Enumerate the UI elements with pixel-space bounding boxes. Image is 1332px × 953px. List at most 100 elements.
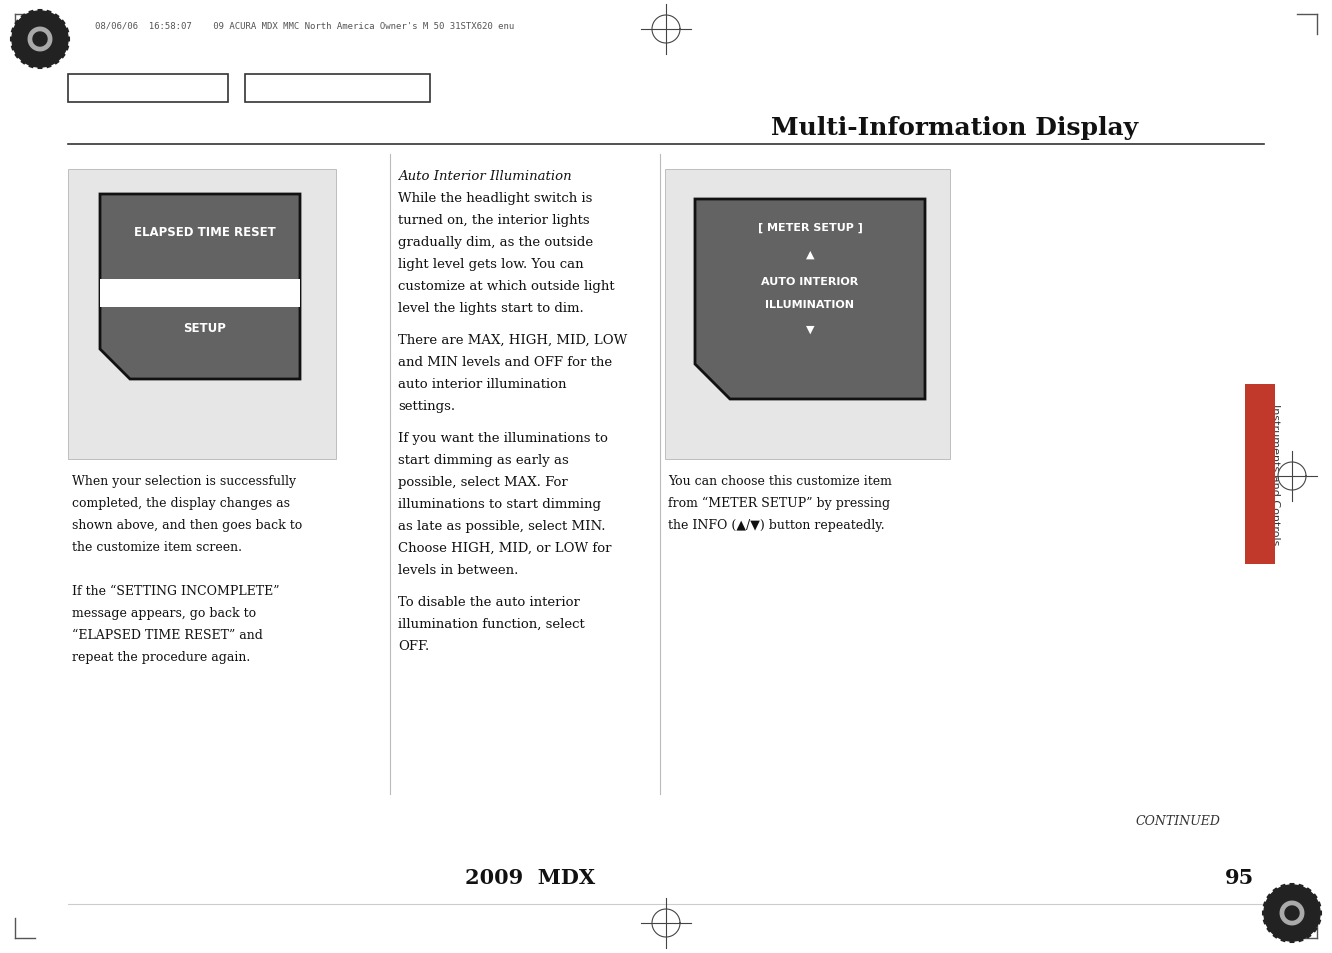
Polygon shape — [1296, 884, 1303, 895]
Text: AUTO INTERIOR: AUTO INTERIOR — [762, 276, 859, 287]
Polygon shape — [55, 21, 65, 30]
Text: illuminations to start dimming: illuminations to start dimming — [398, 497, 601, 511]
Polygon shape — [15, 21, 25, 30]
Text: ILLUMINATION: ILLUMINATION — [766, 299, 855, 310]
Text: repeat the procedure again.: repeat the procedure again. — [72, 650, 250, 663]
Text: Multi-Information Display: Multi-Information Display — [771, 116, 1139, 140]
Polygon shape — [11, 37, 20, 42]
Text: ELAPSED TIME RESET: ELAPSED TIME RESET — [135, 226, 276, 239]
Bar — [1245, 385, 1275, 564]
Polygon shape — [12, 44, 23, 51]
Polygon shape — [12, 12, 68, 68]
Polygon shape — [55, 50, 65, 59]
Text: levels in between.: levels in between. — [398, 563, 518, 577]
Polygon shape — [1309, 917, 1320, 923]
Text: as late as possible, select MIN.: as late as possible, select MIN. — [398, 519, 606, 533]
Text: [ METER SETUP ]: [ METER SETUP ] — [758, 223, 862, 233]
Text: 08/06/06  16:58:07    09 ACURA MDX MMC North America Owner's M 50 31STX620 enu: 08/06/06 16:58:07 09 ACURA MDX MMC North… — [95, 22, 514, 30]
Polygon shape — [1280, 902, 1304, 924]
Text: While the headlight switch is: While the headlight switch is — [398, 192, 593, 205]
Polygon shape — [60, 37, 69, 42]
Polygon shape — [1264, 917, 1275, 923]
Bar — [100, 280, 300, 308]
Polygon shape — [57, 30, 68, 36]
Text: To disable the auto interior: To disable the auto interior — [398, 596, 579, 608]
Text: If you want the illuminations to: If you want the illuminations to — [398, 432, 607, 444]
Text: ▼: ▼ — [806, 325, 814, 335]
Text: “ELAPSED TIME RESET” and: “ELAPSED TIME RESET” and — [72, 628, 262, 641]
Polygon shape — [1264, 902, 1275, 909]
Polygon shape — [1289, 932, 1295, 943]
Polygon shape — [57, 44, 68, 51]
Text: CONTINUED: CONTINUED — [1135, 814, 1220, 827]
Polygon shape — [695, 200, 924, 399]
Text: level the lights start to dim.: level the lights start to dim. — [398, 302, 583, 314]
Polygon shape — [44, 58, 51, 69]
Text: light level gets low. You can: light level gets low. You can — [398, 257, 583, 271]
Polygon shape — [1273, 888, 1283, 899]
Polygon shape — [1307, 894, 1317, 903]
Polygon shape — [1281, 884, 1288, 895]
Text: shown above, and then goes back to: shown above, and then goes back to — [72, 518, 302, 532]
Text: SETUP: SETUP — [184, 321, 226, 335]
Polygon shape — [1285, 906, 1299, 920]
Text: gradually dim, as the outside: gradually dim, as the outside — [398, 235, 593, 249]
Text: You can choose this customize item: You can choose this customize item — [669, 475, 892, 488]
Bar — [245, 75, 430, 103]
Text: illumination function, select: illumination function, select — [398, 618, 585, 630]
Polygon shape — [49, 15, 59, 26]
Bar — [665, 170, 950, 459]
Polygon shape — [1267, 894, 1277, 903]
Polygon shape — [1267, 923, 1277, 932]
Text: When your selection is successfully: When your selection is successfully — [72, 475, 296, 488]
Text: 2009  MDX: 2009 MDX — [465, 867, 595, 887]
Text: from “METER SETUP” by pressing: from “METER SETUP” by pressing — [669, 497, 890, 510]
Text: start dimming as early as: start dimming as early as — [398, 454, 569, 467]
Polygon shape — [37, 10, 43, 21]
Polygon shape — [12, 30, 23, 36]
Text: ▲: ▲ — [806, 250, 814, 260]
Text: Instruments and Controls: Instruments and Controls — [1269, 404, 1280, 545]
Polygon shape — [1289, 883, 1295, 894]
Text: settings.: settings. — [398, 399, 456, 413]
Polygon shape — [15, 50, 25, 59]
Polygon shape — [21, 54, 31, 65]
Polygon shape — [1273, 927, 1283, 938]
Polygon shape — [28, 29, 52, 51]
Polygon shape — [37, 59, 43, 70]
Text: message appears, go back to: message appears, go back to — [72, 606, 256, 619]
Polygon shape — [49, 54, 59, 65]
Polygon shape — [1263, 911, 1272, 916]
Polygon shape — [100, 194, 300, 379]
Text: If the “SETTING INCOMPLETE”: If the “SETTING INCOMPLETE” — [72, 584, 280, 598]
Polygon shape — [1296, 931, 1303, 942]
Text: 95: 95 — [1225, 867, 1255, 887]
Polygon shape — [1309, 902, 1320, 909]
Text: completed, the display changes as: completed, the display changes as — [72, 497, 290, 510]
Bar — [68, 75, 228, 103]
Polygon shape — [29, 58, 36, 69]
Polygon shape — [1307, 923, 1317, 932]
Text: and MIN levels and OFF for the: and MIN levels and OFF for the — [398, 355, 613, 369]
Polygon shape — [29, 11, 36, 22]
Text: the INFO (▲/▼) button repeatedly.: the INFO (▲/▼) button repeatedly. — [669, 518, 884, 532]
Polygon shape — [1281, 931, 1288, 942]
Polygon shape — [1301, 927, 1311, 938]
Text: Choose HIGH, MID, or LOW for: Choose HIGH, MID, or LOW for — [398, 541, 611, 555]
Text: Auto Interior Illumination: Auto Interior Illumination — [398, 170, 571, 183]
Text: possible, select MAX. For: possible, select MAX. For — [398, 476, 567, 489]
Text: the customize item screen.: the customize item screen. — [72, 540, 242, 554]
Polygon shape — [1301, 888, 1311, 899]
Text: auto interior illumination: auto interior illumination — [398, 377, 566, 391]
Polygon shape — [1312, 911, 1321, 916]
Text: OFF.: OFF. — [398, 639, 429, 652]
Polygon shape — [44, 11, 51, 22]
Text: TRIP A: TRIP A — [184, 287, 226, 300]
Bar — [68, 170, 336, 459]
Text: customize at which outside light: customize at which outside light — [398, 280, 614, 293]
Polygon shape — [1264, 885, 1320, 941]
Text: There are MAX, HIGH, MID, LOW: There are MAX, HIGH, MID, LOW — [398, 334, 627, 347]
Polygon shape — [33, 33, 47, 47]
Polygon shape — [21, 15, 31, 26]
Text: turned on, the interior lights: turned on, the interior lights — [398, 213, 590, 227]
